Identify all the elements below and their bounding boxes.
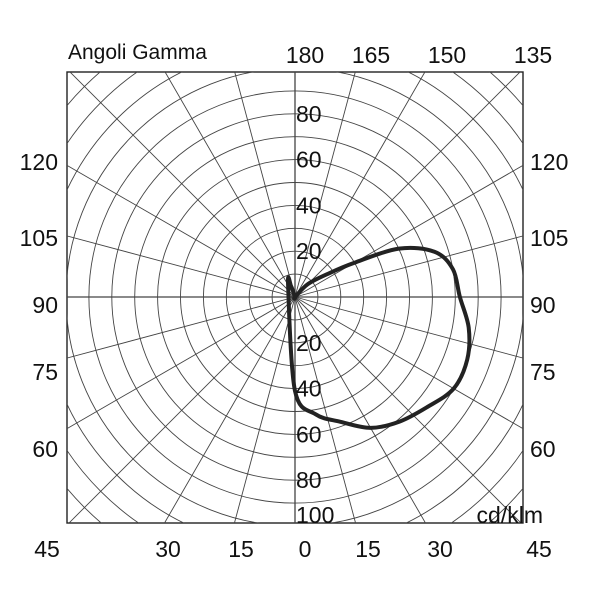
angle-tick-label: 105 (530, 225, 568, 251)
angle-tick-label: 120 (530, 149, 568, 175)
grid-spoke (294, 72, 521, 298)
radial-tick-label: 60 (296, 421, 322, 447)
grid-spoke (294, 296, 523, 359)
radial-tick-label: 100 (296, 502, 334, 528)
angle-tick-label: 135 (514, 42, 552, 68)
angle-tick-label: 90 (32, 292, 58, 318)
chart-title: Angoli Gamma (68, 41, 207, 64)
radial-labels: 20 40 60 80 20 40 60 80 100 (296, 101, 334, 528)
angle-tick-label: 165 (352, 42, 390, 68)
angle-tick-label: 45 (34, 536, 60, 562)
angle-tick-label: 75 (530, 359, 556, 385)
angle-tick-label: 30 (155, 536, 181, 562)
grid-spoke (67, 296, 296, 359)
angle-tick-label: 0 (299, 536, 312, 562)
angle-tick-label: 75 (32, 359, 58, 385)
grid-spoke (294, 72, 426, 298)
angle-tick-label: 120 (20, 149, 58, 175)
grid-spoke (67, 164, 296, 298)
angle-tick-label: 30 (427, 536, 453, 562)
unit-label: cd/klm (477, 502, 543, 528)
radial-tick-label: 60 (296, 147, 322, 173)
angle-tick-label: 60 (530, 436, 556, 462)
grid-spoke (294, 296, 522, 523)
grid-spoke (294, 296, 427, 523)
grid-spoke (294, 296, 523, 430)
angle-tick-label: 180 (286, 42, 324, 68)
angle-tick-label: 15 (355, 536, 381, 562)
grid-spoke (294, 296, 357, 523)
radial-tick-label: 20 (296, 238, 322, 264)
radial-tick-label: 20 (296, 330, 322, 356)
grid-spoke (67, 296, 296, 430)
grid-spoke (164, 72, 296, 298)
grid-spoke (233, 296, 296, 523)
series-line-0 (286, 245, 472, 430)
angle-tick-label: 105 (20, 225, 58, 251)
grid-spoke (67, 235, 296, 298)
radial-tick-label: 80 (296, 101, 322, 127)
angle-tick-label: 90 (530, 292, 556, 318)
grid-spoke (294, 164, 523, 298)
angle-tick-label: 45 (526, 536, 552, 562)
radial-tick-label: 80 (296, 467, 322, 493)
grid-spoke (69, 72, 296, 298)
angle-tick-label: 15 (228, 536, 254, 562)
grid-spoke (68, 296, 296, 523)
grid-spoke (294, 235, 523, 298)
grid-spoke (163, 296, 296, 523)
angle-tick-label: 150 (428, 42, 466, 68)
series-layer (286, 245, 472, 430)
radial-tick-label: 40 (296, 376, 322, 402)
grid-spoke (234, 72, 296, 298)
radial-tick-label: 40 (296, 192, 322, 218)
grid-spoke (294, 72, 356, 298)
angle-tick-label: 60 (32, 436, 58, 462)
